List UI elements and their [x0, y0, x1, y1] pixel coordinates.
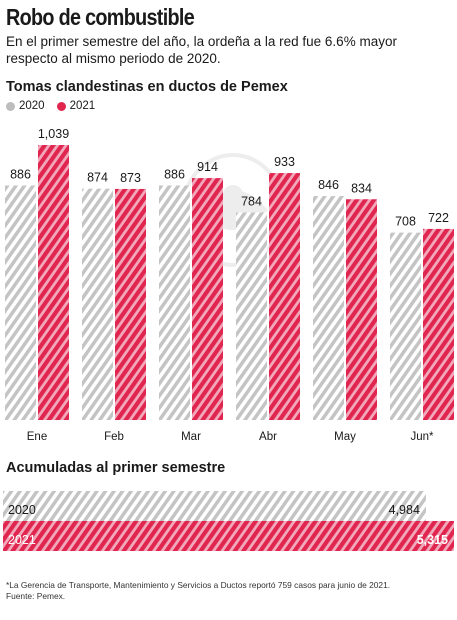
bar-2020-Abr — [236, 212, 267, 420]
value-label-2021-Mar: 914 — [197, 160, 218, 174]
accumulated-bar-chart: 2020 4,984 2021 5,315 — [3, 491, 454, 551]
bar-2021-Feb — [115, 188, 146, 420]
value-label-2020-May: 846 — [318, 178, 339, 192]
value-label-2021-Jun: 722 — [428, 211, 449, 225]
legend-label-2021: 2021 — [69, 100, 96, 112]
legend-item-2020: 2020 — [6, 100, 45, 112]
acc-bar-2020 — [3, 491, 426, 521]
legend-swatch-2020 — [6, 101, 15, 111]
footnote-note: *La Gerencia de Transporte, Mantenimient… — [6, 580, 391, 590]
bar-2020-Feb — [82, 188, 113, 420]
footnote: *La Gerencia de Transporte, Mantenimient… — [6, 580, 454, 602]
legend-label-2020: 2020 — [19, 100, 45, 112]
bar-2021-May — [346, 199, 377, 420]
footnote-source: Fuente: Pemex. — [6, 591, 66, 601]
bar-2021-Mar — [192, 178, 223, 420]
value-label-2021-Abr: 933 — [274, 155, 295, 169]
x-tick-Mar: Mar — [181, 431, 201, 443]
value-label-2020-Ene: 886 — [10, 167, 31, 181]
chart-title: Tomas clandestinas en ductos de Pemex — [6, 79, 288, 95]
acc-category-label-2020: 2020 — [8, 503, 36, 517]
value-label-2020-Jun: 708 — [395, 215, 416, 229]
bar-2020-May — [313, 196, 344, 420]
value-label-2021-May: 834 — [351, 181, 372, 195]
page-subtitle: En el primer semestre del año, la ordeña… — [6, 34, 397, 66]
x-tick-May: May — [334, 431, 356, 443]
x-tick-Jun: Jun* — [410, 431, 434, 443]
bar-2020-Ene — [5, 185, 36, 420]
accumulated-title: Acumuladas al primer semestre — [6, 460, 226, 476]
chart-legend: 2020 2021 — [6, 100, 95, 112]
page-title: Robo de combustible — [6, 4, 195, 30]
legend-item-2021: 2021 — [56, 100, 96, 112]
value-label-2020-Mar: 886 — [164, 167, 185, 181]
value-label-2021-Feb: 873 — [120, 171, 141, 185]
acc-bar-2021 — [3, 521, 454, 551]
x-tick-Feb: Feb — [104, 431, 124, 443]
bar-2020-Mar — [159, 185, 190, 420]
value-label-2021-Ene: 1,039 — [38, 127, 69, 141]
monthly-bar-chart: 886 1,039 Ene 874 873 Feb 886 914 Mar 784 933 Abr 84… — [5, 127, 454, 443]
value-label-2020-Feb: 874 — [87, 171, 108, 185]
value-label-2020-Abr: 784 — [241, 194, 262, 208]
bar-2021-Jun — [423, 228, 454, 420]
x-tick-Abr: Abr — [259, 431, 277, 443]
bar-2021-Abr — [269, 173, 300, 420]
bar-2021-Ene — [38, 145, 69, 420]
bar-2020-Jun — [390, 232, 421, 420]
acc-value-label-2020: 4,984 — [389, 503, 420, 517]
x-tick-Ene: Ene — [27, 431, 47, 443]
acc-value-label-2021: 5,315 — [417, 533, 448, 547]
acc-category-label-2021: 2021 — [8, 533, 36, 547]
legend-swatch-2021 — [56, 101, 66, 111]
